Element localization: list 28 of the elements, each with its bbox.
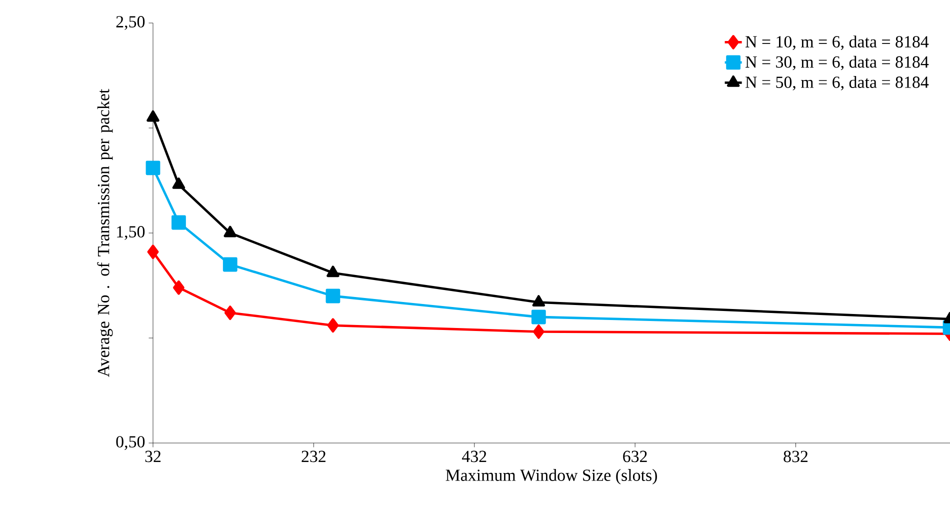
x-tick-label: 32 (145, 450, 161, 462)
legend-label: N = 10, m = 6, data = 8184 (745, 36, 929, 50)
point (224, 226, 237, 238)
point (326, 266, 340, 278)
point (172, 178, 186, 189)
point (146, 160, 160, 176)
y-tick-label: 1,50 (117, 226, 145, 240)
y-tick-label: 0,50 (116, 436, 145, 450)
point (146, 110, 160, 122)
y-axis-title: Average No . of Transmission per packet (97, 88, 113, 377)
point (172, 215, 186, 230)
point (222, 257, 238, 272)
x-tick-label: 632 (623, 450, 647, 462)
x-tick-label: 832 (784, 450, 808, 462)
point (173, 280, 184, 295)
point (327, 318, 339, 333)
point (531, 310, 546, 324)
legend-label: N = 50, m = 6, data = 8184 (745, 76, 929, 90)
x-tick-label: 432 (462, 450, 486, 462)
point (326, 288, 340, 304)
point (224, 306, 236, 320)
x-axis-title: Maximum Window Size (slots) (446, 469, 657, 484)
x-tick-label: 232 (302, 450, 326, 462)
point (147, 244, 159, 260)
y-tick-label: 2,50 (116, 16, 145, 30)
point (532, 324, 544, 339)
point (532, 295, 546, 306)
legend-label: N = 30, m = 6, data = 8184 (745, 56, 929, 70)
